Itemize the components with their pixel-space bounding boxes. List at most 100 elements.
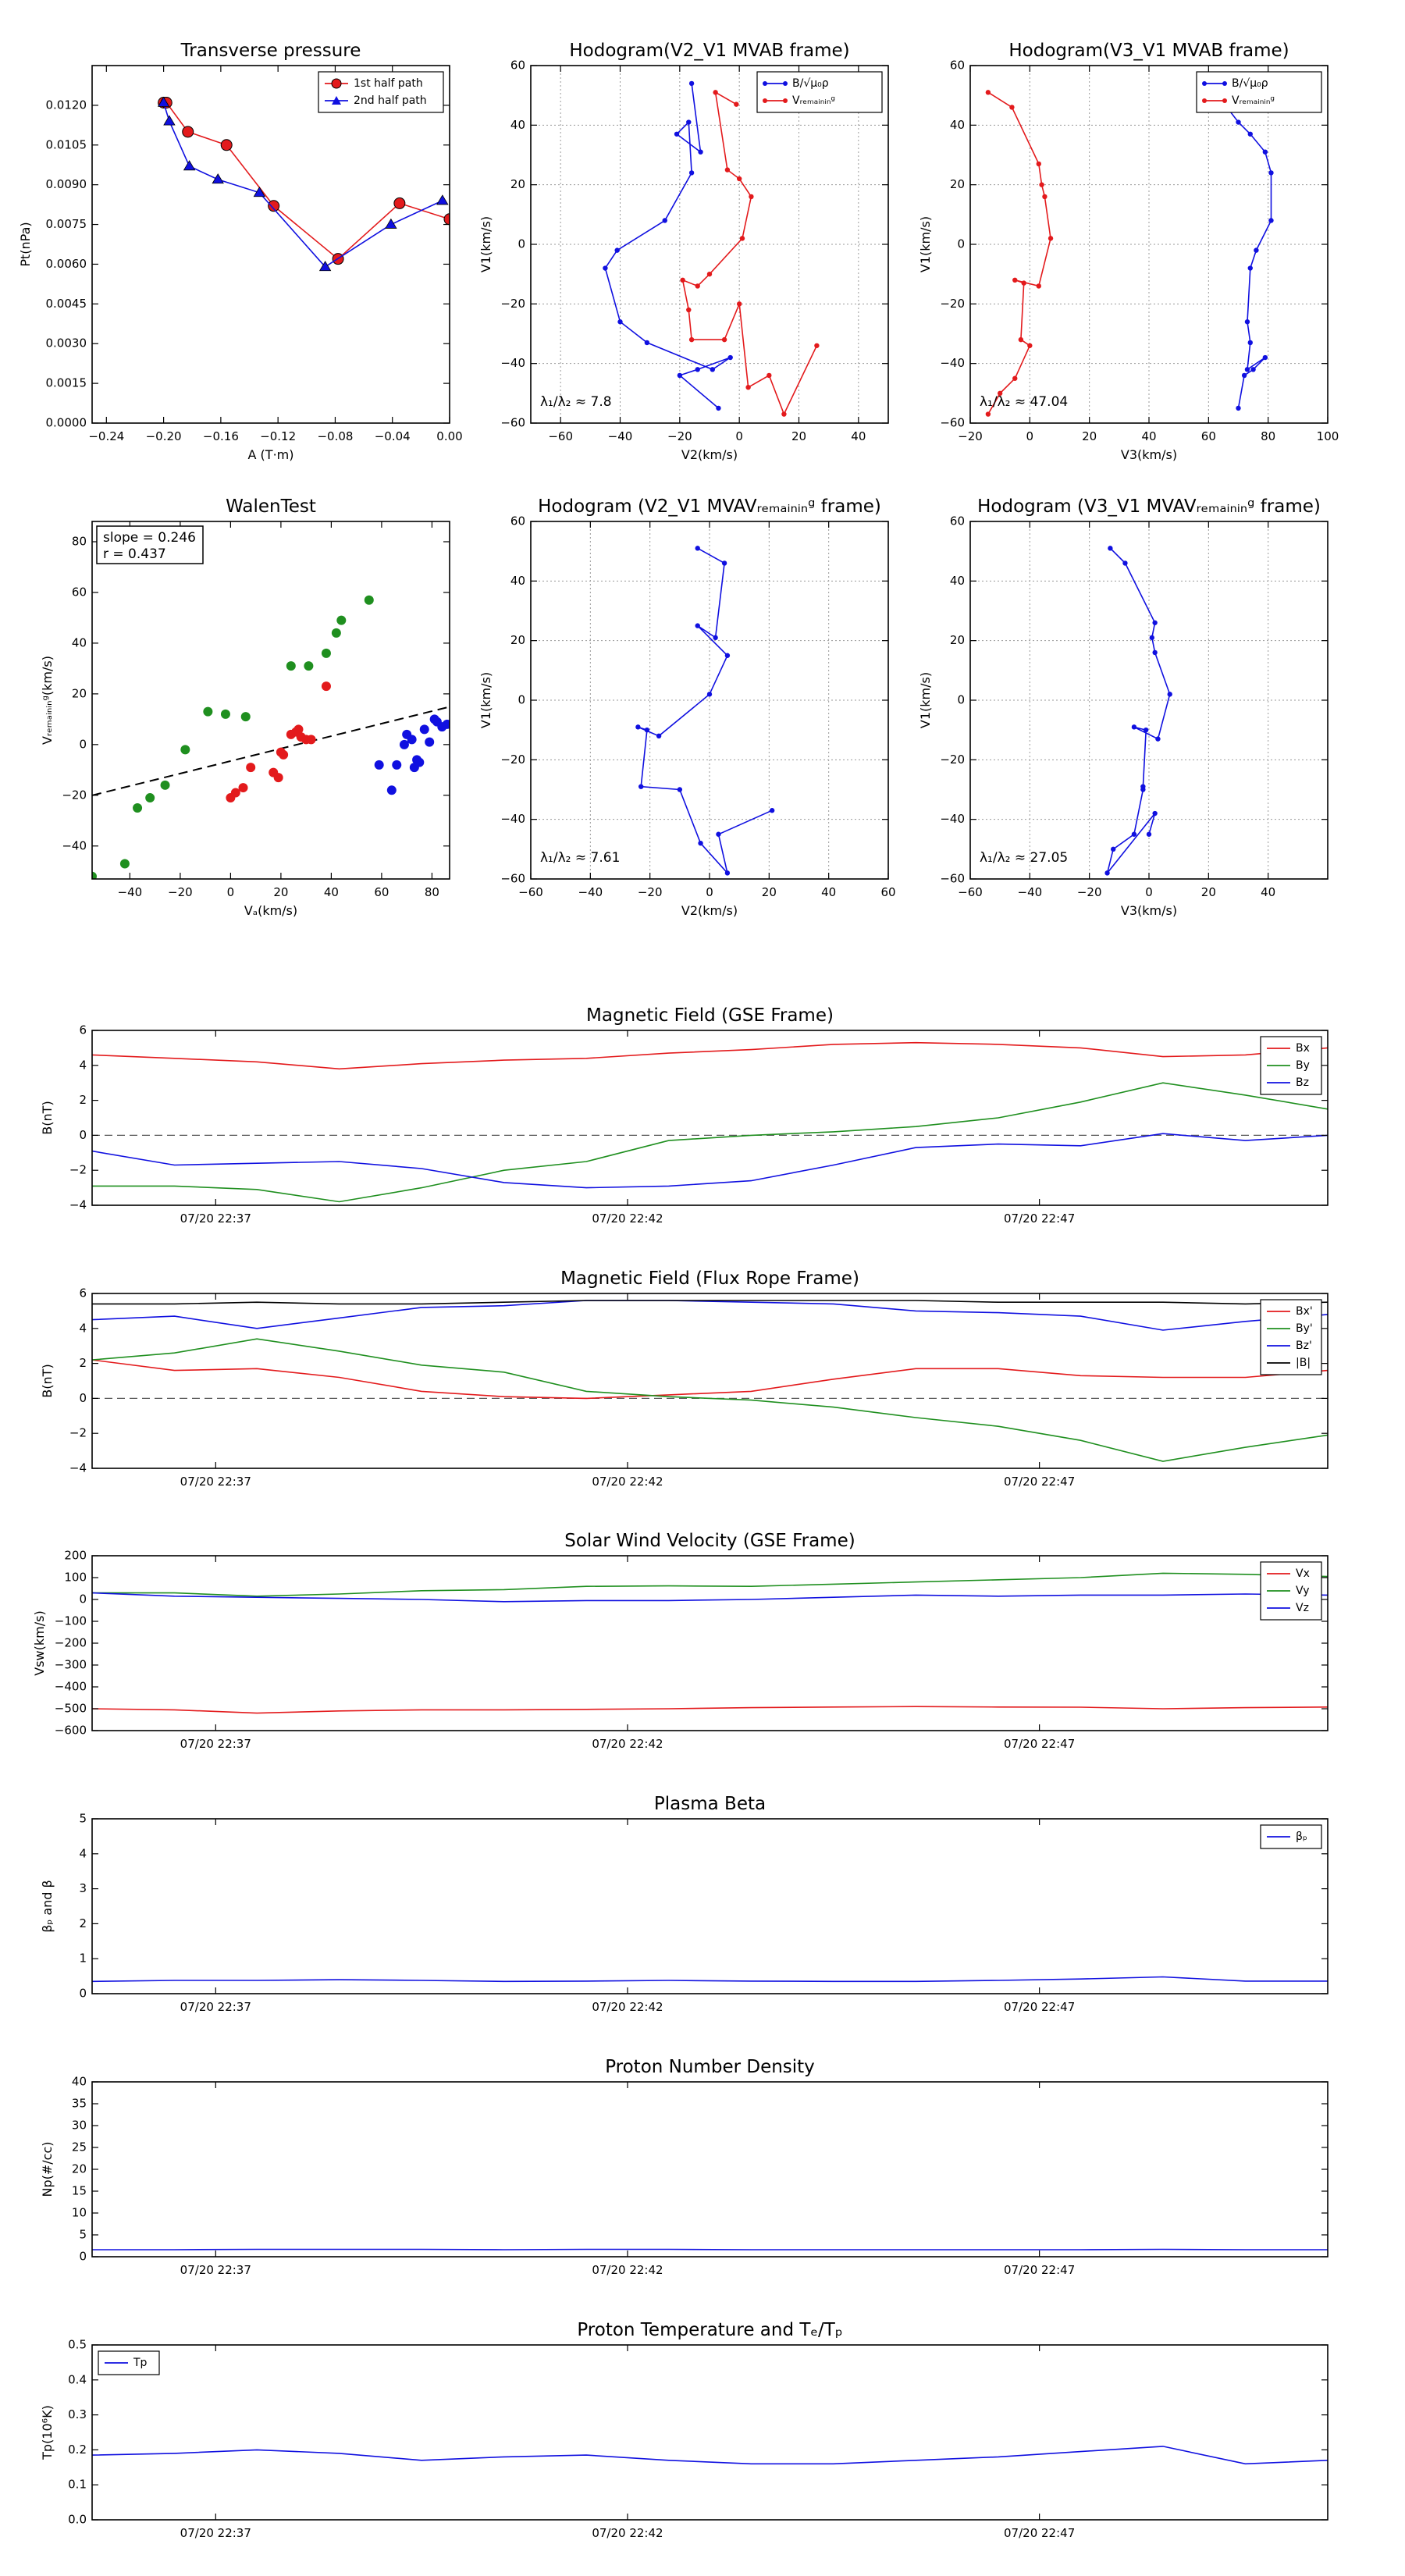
x-tick-label: −40 (118, 885, 143, 899)
eigen-ratio-annotation: λ₁/λ₂ ≈ 7.61 (540, 850, 620, 866)
data-point (695, 367, 700, 372)
legend-label: Bx' (1296, 1305, 1313, 1318)
y-axis-label: Vsw(km/s) (32, 1610, 47, 1675)
legend-label: Bz (1296, 1076, 1309, 1089)
data-point (1104, 870, 1110, 876)
y-tick-label: 3 (79, 1881, 87, 1895)
y-tick-label: 0.0045 (46, 297, 87, 311)
y-tick-label: 0.0015 (46, 376, 87, 390)
y-tick-label: 4 (79, 1321, 87, 1335)
scatter-point (160, 780, 170, 790)
chart-title: Proton Number Density (605, 2057, 815, 2077)
y-tick-label: −4 (69, 1198, 87, 1212)
data-point (1111, 846, 1116, 852)
y-tick-label: 20 (72, 2162, 87, 2176)
data-point (695, 546, 700, 551)
scatter-point (145, 793, 155, 803)
y-tick-label: 100 (64, 1571, 87, 1585)
y-tick-label: −2 (69, 1163, 87, 1177)
x-tick-label: −40 (608, 429, 633, 443)
data-point (603, 265, 608, 271)
scatter-point (119, 859, 130, 869)
data-point (781, 411, 787, 417)
legend-box (318, 71, 444, 113)
series-2 (157, 96, 449, 272)
x-tick-label: 40 (851, 429, 866, 443)
data-point (318, 261, 332, 272)
data-point (716, 405, 721, 411)
legend-box (1260, 1299, 1322, 1375)
y-tick-label: 6 (79, 1286, 87, 1300)
data-point (724, 653, 731, 658)
series-line (92, 1300, 1328, 1305)
data-point (393, 197, 406, 209)
y-tick-label: −40 (940, 812, 965, 826)
series-3 (92, 1592, 1328, 1603)
data-point (1122, 560, 1128, 566)
data-point (617, 319, 623, 325)
y-axis-label: B(nT) (40, 1364, 55, 1397)
y-tick-label: 60 (510, 514, 525, 528)
series-2 (92, 1082, 1328, 1203)
x-axis-label: V2(km/s) (681, 903, 738, 918)
scatter-point (133, 803, 143, 813)
y-tick-label: 0 (957, 693, 965, 707)
x-tick-label: −0.08 (317, 429, 353, 443)
x-tick-label: 60 (880, 885, 895, 899)
series-line (92, 1338, 1328, 1462)
data-point (1018, 336, 1024, 343)
y-axis-label: Vᵣₑₘₐᵢₙᵢₙᵍ(km/s) (40, 656, 55, 745)
data-point (716, 831, 721, 837)
data-point (677, 787, 683, 792)
x-tick-label: −60 (958, 885, 983, 899)
data-point (1039, 182, 1044, 187)
y-tick-label: 40 (950, 574, 965, 588)
data-point (713, 90, 718, 95)
chart-title: Hodogram(V3_V1 MVAB frame) (1008, 41, 1289, 61)
x-tick-label: −40 (1018, 885, 1043, 899)
data-point (713, 635, 718, 641)
eigen-ratio-annotation: λ₁/λ₂ ≈ 27.05 (980, 850, 1068, 866)
legend-marker (1222, 98, 1227, 103)
data-point (688, 170, 695, 176)
data-point (1247, 340, 1253, 346)
plot-frame (91, 2344, 1329, 2521)
chart-vsw: 07/20 22:37 07/20 22:42 07/20 22:47 −600 −50… (32, 1531, 1329, 1751)
chart-title: Hodogram (V3_V1 MVAVᵣₑₘₐᵢₙᵢₙᵍ frame) (977, 496, 1321, 517)
scatter-point (392, 760, 402, 770)
series-1 (635, 546, 775, 876)
stats-text: slope = 0.246 (103, 530, 196, 546)
y-tick-label: −40 (62, 838, 87, 852)
data-point (1149, 635, 1155, 641)
x-tick-label: 40 (324, 885, 339, 899)
scatter-point (321, 648, 331, 658)
y-axis-label: V1(km/s) (478, 216, 493, 272)
legend-box (1260, 1561, 1322, 1621)
legend-marker (332, 96, 341, 105)
x-tick-label: 60 (374, 885, 389, 899)
scatter-point (92, 871, 97, 879)
y-tick-label: 20 (950, 177, 965, 191)
y-tick-label: 0 (957, 237, 965, 251)
y-tick-label: 0.1 (68, 2478, 87, 2492)
x-tick-label: −0.16 (203, 429, 239, 443)
scatter-point (238, 783, 248, 793)
data-point (1042, 194, 1048, 200)
y-tick-label: 0.5 (68, 2338, 87, 2352)
data-point (1247, 265, 1253, 271)
y-tick-label: −40 (500, 812, 525, 826)
scatter-point (306, 735, 316, 745)
y-axis-label: V1(km/s) (918, 672, 933, 728)
x-tick-label: 07/20 22:47 (1004, 2000, 1075, 2014)
chart-title: WalenTest (226, 496, 316, 517)
scatter-point (419, 724, 429, 735)
y-tick-label: 4 (79, 1058, 87, 1072)
data-point (212, 173, 224, 184)
y-tick-label: 80 (72, 534, 87, 548)
chart-beta: 07/20 22:37 07/20 22:42 07/20 22:47 0 1 2 3 4 5 P… (40, 1794, 1329, 2014)
x-tick-label: 60 (1201, 429, 1216, 443)
scatter-point (336, 615, 347, 625)
x-tick-label: 07/20 22:42 (592, 1737, 663, 1751)
data-point (385, 218, 397, 229)
